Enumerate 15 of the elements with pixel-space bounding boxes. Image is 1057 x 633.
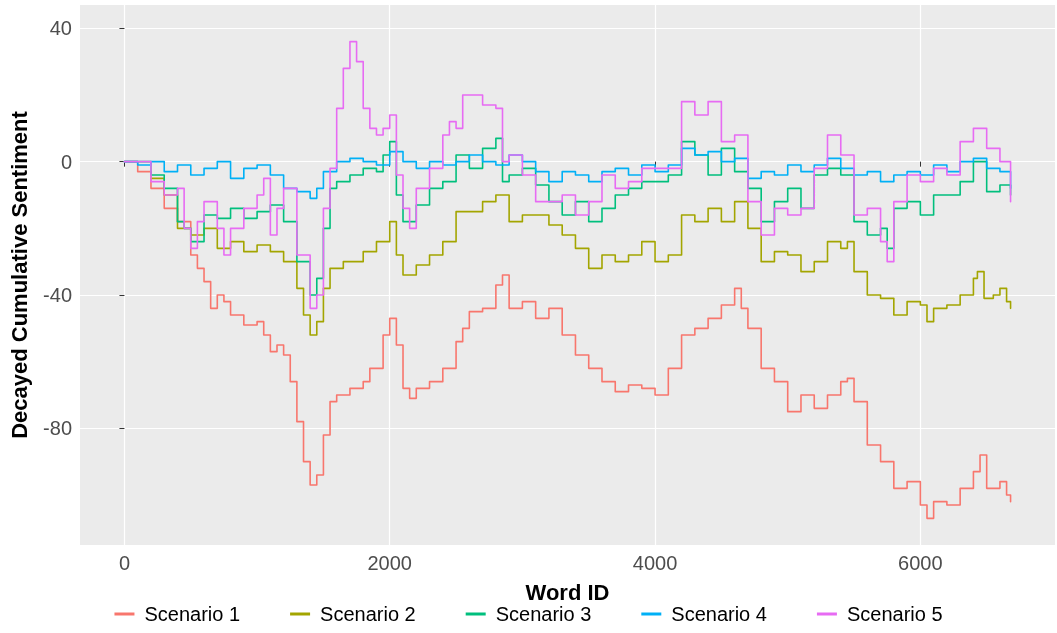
legend-label: Scenario 2 <box>320 603 416 625</box>
x-tick-label: 0 <box>118 552 130 574</box>
y-axis-title: Decayed Cumulative Sentiment <box>6 110 32 439</box>
y-tick-label: 40 <box>49 17 72 40</box>
x-tick-label: 6000 <box>898 552 943 574</box>
x-axis-title: Word ID <box>525 579 610 605</box>
legend-label: Scenario 4 <box>671 603 767 625</box>
legend-label: Scenario 1 <box>144 603 241 625</box>
legend-label: Scenario 3 <box>495 603 592 625</box>
x-tick-label: 4000 <box>632 552 678 574</box>
y-tick-label: 0 <box>60 150 72 173</box>
x-tick-label: 2000 <box>367 552 412 574</box>
legend-label: Scenario 5 <box>846 603 943 625</box>
y-tick-label: -80 <box>43 417 72 440</box>
y-tick-label: -40 <box>43 284 72 306</box>
